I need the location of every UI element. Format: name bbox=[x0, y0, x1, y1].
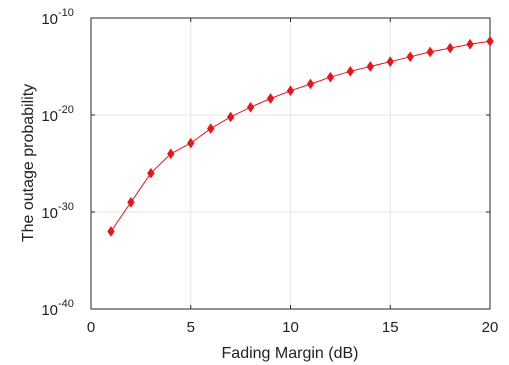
data-point-marker bbox=[326, 71, 335, 83]
data-point-marker bbox=[446, 42, 454, 54]
y-tick-exponent: -40 bbox=[58, 298, 74, 310]
y-tick-base: 10 bbox=[41, 205, 58, 222]
y-axis-title: The outage probability bbox=[20, 84, 37, 242]
x-tick-label: 5 bbox=[187, 319, 195, 336]
y-tick-exponent: -20 bbox=[58, 104, 74, 116]
data-point-marker bbox=[207, 123, 215, 134]
x-tick-label: 10 bbox=[282, 319, 299, 336]
data-point-marker bbox=[386, 56, 394, 67]
x-axis-title: Fading Margin (dB) bbox=[222, 345, 359, 362]
data-point-marker bbox=[486, 35, 494, 47]
y-tick-exponent: -30 bbox=[58, 201, 74, 213]
y-tick-exponent: -10 bbox=[58, 7, 74, 19]
x-tick-label: 0 bbox=[87, 319, 95, 336]
data-series bbox=[107, 35, 494, 237]
data-point-marker bbox=[107, 226, 115, 237]
y-tick-base: 10 bbox=[41, 108, 58, 125]
data-point-marker bbox=[187, 137, 195, 149]
y-tick-label: 10 -20 bbox=[41, 104, 74, 125]
y-tick-label: 10 -10 bbox=[41, 7, 74, 28]
data-point-marker bbox=[226, 111, 235, 123]
data-point-marker bbox=[246, 101, 255, 113]
data-point-marker bbox=[306, 78, 315, 90]
x-tick-label: 15 bbox=[382, 319, 399, 336]
data-point-marker bbox=[167, 148, 175, 160]
y-tick-label: 10 -30 bbox=[41, 201, 74, 222]
data-point-marker bbox=[127, 196, 135, 208]
data-point-marker bbox=[266, 93, 275, 104]
data-point-marker bbox=[286, 85, 295, 97]
data-point-marker bbox=[466, 38, 474, 50]
data-point-marker bbox=[346, 66, 355, 77]
data-point-marker bbox=[426, 46, 434, 58]
y-tick-label: 10 -40 bbox=[41, 298, 74, 319]
data-point-marker bbox=[406, 51, 414, 63]
series-line bbox=[110, 40, 491, 232]
x-tick-label: 20 bbox=[482, 319, 499, 336]
data-point-marker bbox=[366, 61, 374, 72]
data-point-marker bbox=[147, 167, 155, 179]
y-tick-base: 10 bbox=[41, 302, 58, 319]
y-tick-base: 10 bbox=[41, 11, 58, 28]
